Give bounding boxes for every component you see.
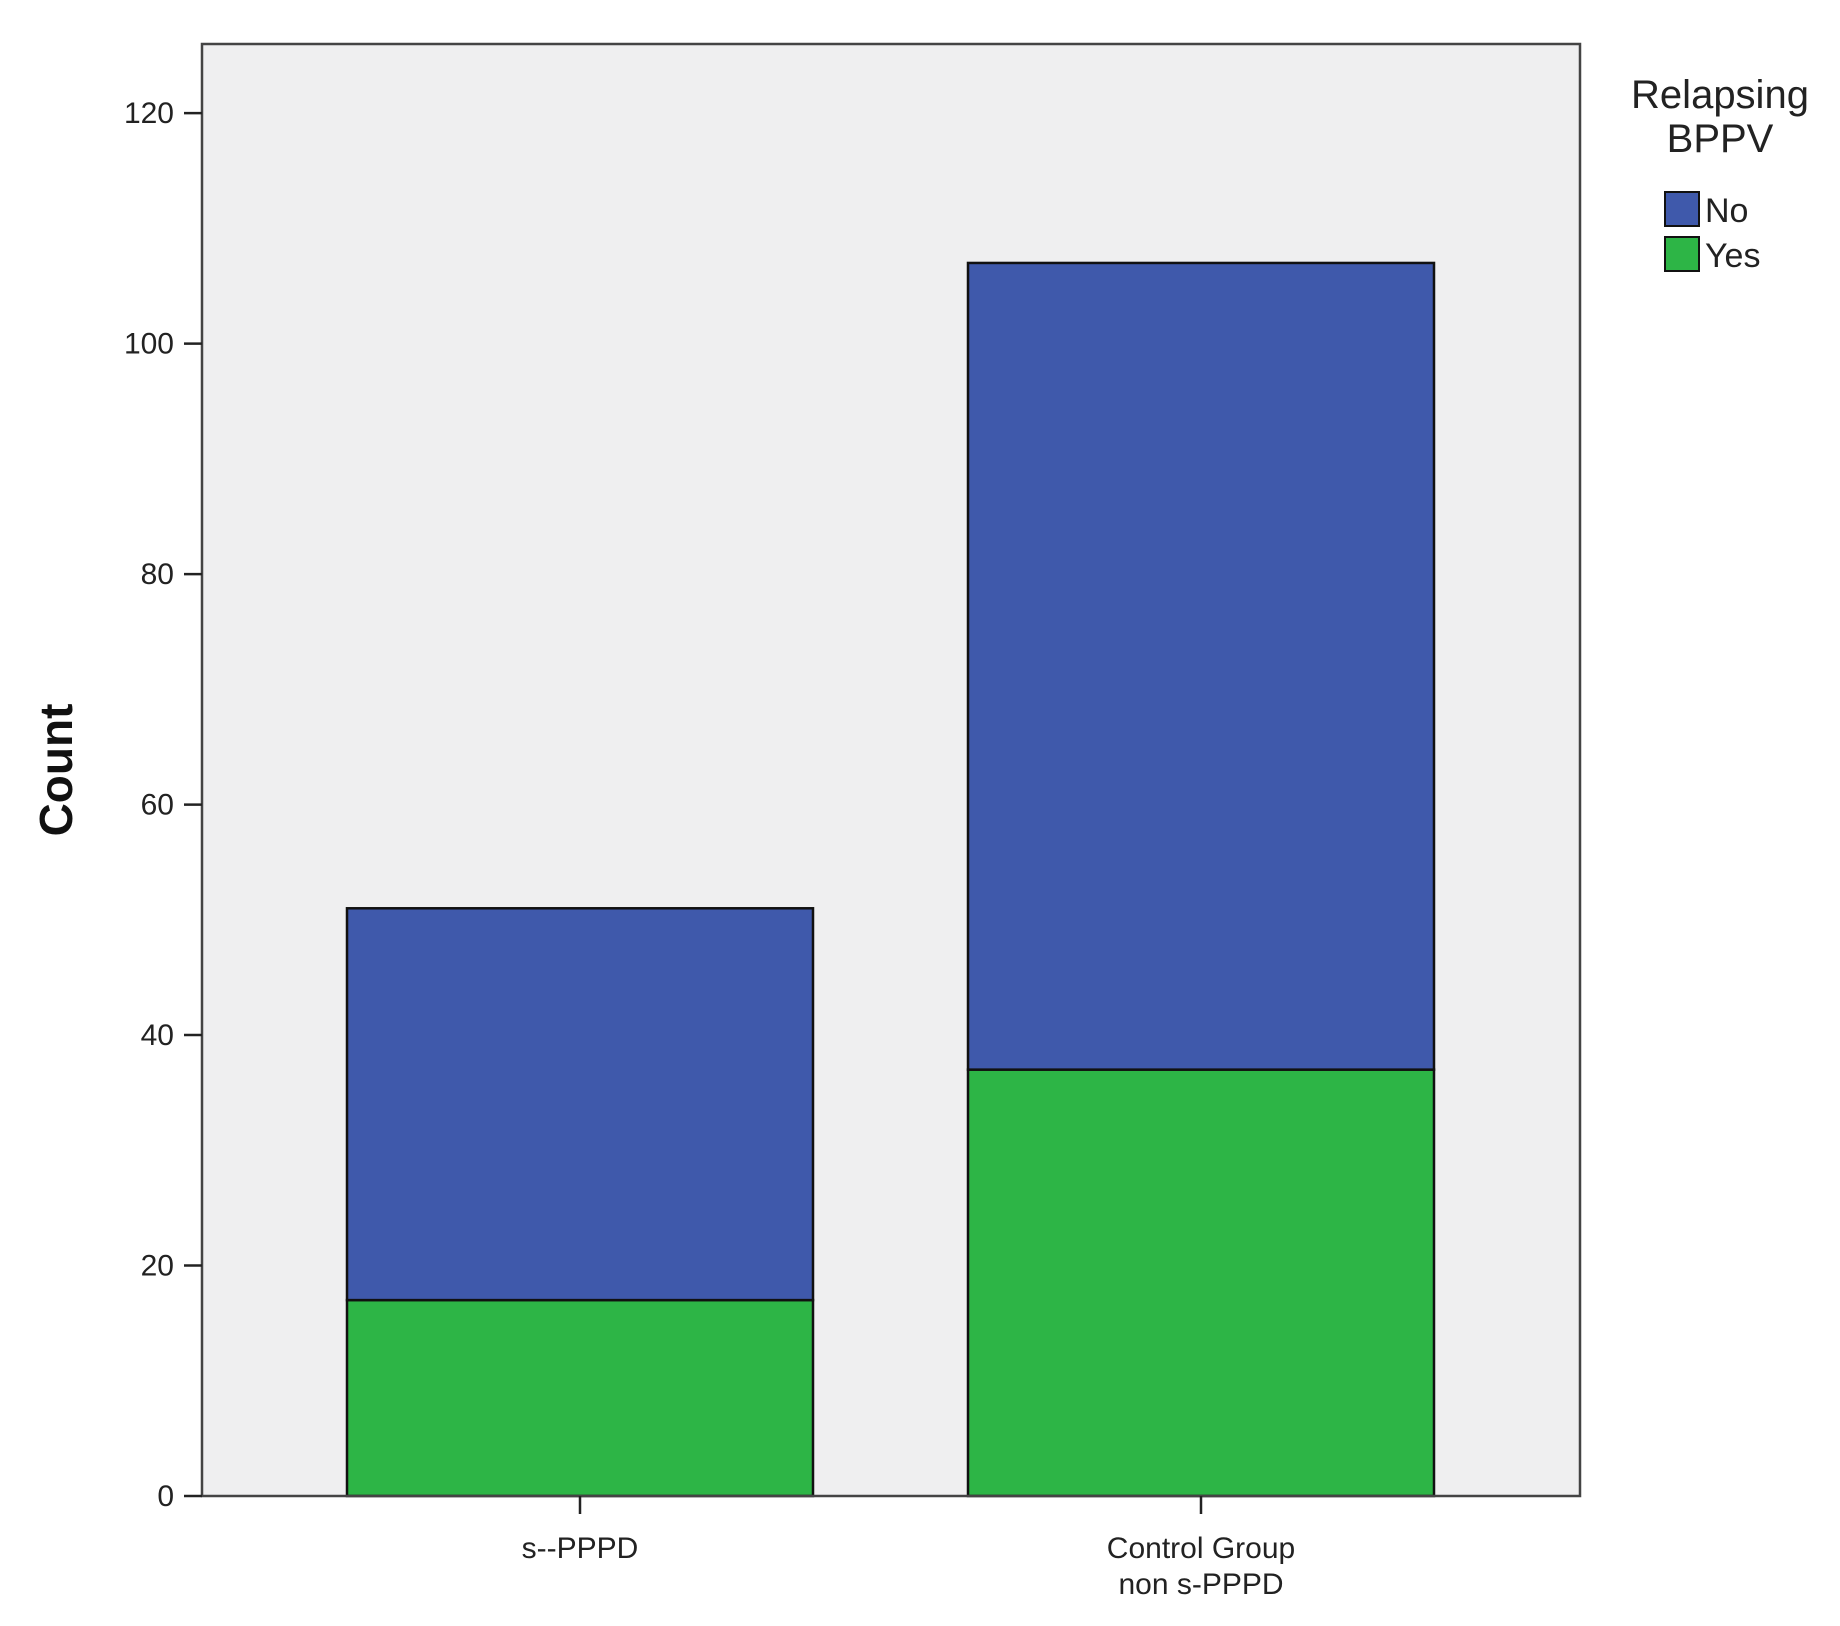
y-tick-label: 20 <box>141 1250 174 1283</box>
y-tick-label: 120 <box>124 97 174 130</box>
legend-swatch-yes <box>1664 236 1700 272</box>
legend-swatch-no <box>1664 191 1700 227</box>
x-tick-label: s--PPPD <box>522 1532 639 1565</box>
bar-segment-yes-1 <box>966 1068 1436 1498</box>
y-tick-label: 40 <box>141 1019 174 1052</box>
legend-label-no: No <box>1705 192 1748 230</box>
x-tick-label: Control Group <box>1107 1532 1295 1565</box>
y-tick-label: 80 <box>141 558 174 591</box>
legend-label-yes: Yes <box>1705 237 1760 275</box>
bar-segment-no-0 <box>345 907 815 1302</box>
y-axis-title: Count <box>30 704 82 837</box>
y-tick-label: 0 <box>157 1480 174 1513</box>
plot-frame <box>200 42 1582 1498</box>
y-tick-label: 60 <box>141 789 174 822</box>
legend-title: Relapsing <box>1631 73 1809 117</box>
y-tick-label: 100 <box>124 328 174 361</box>
bars-layer <box>345 261 1436 1498</box>
legend-title: BPPV <box>1667 117 1774 161</box>
x-tick-label: non s-PPPD <box>1118 1568 1283 1601</box>
bar-segment-no-1 <box>966 261 1436 1071</box>
bar-segment-yes-0 <box>345 1298 815 1498</box>
